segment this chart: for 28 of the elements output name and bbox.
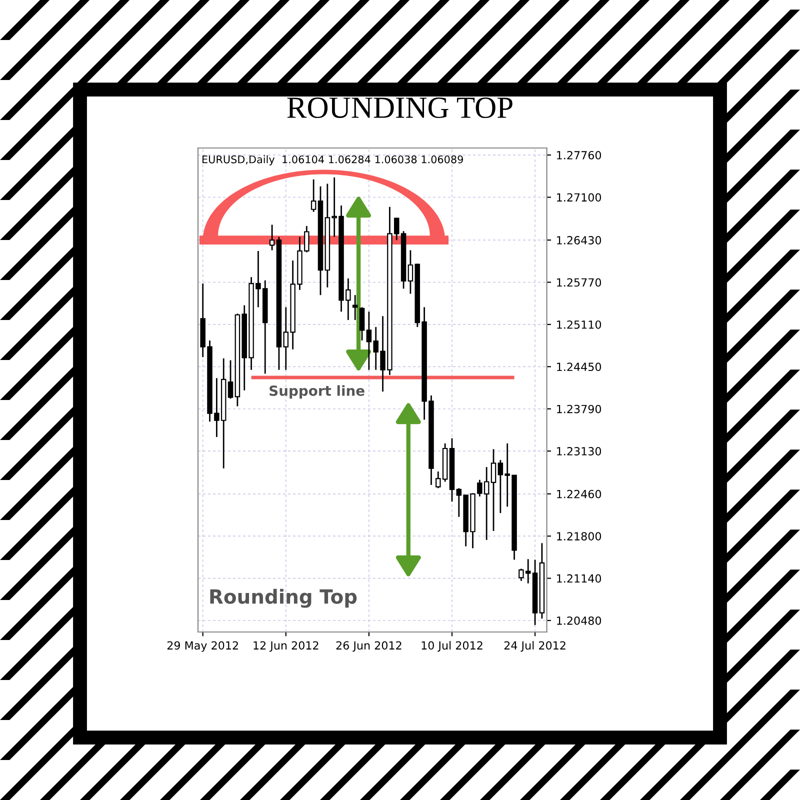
y-tick-label: 1.20480 <box>557 616 602 625</box>
chart-title: ROUNDING TOP <box>287 98 512 118</box>
y-tick-label: 1.25770 <box>557 278 602 287</box>
y-tick-label: 1.27100 <box>557 193 602 202</box>
candlestick <box>490 448 496 532</box>
x-tick-label: 26 Jun 2012 <box>336 641 402 652</box>
y-tick-label: 1.22460 <box>557 490 602 498</box>
y-tick-label: 1.23790 <box>557 404 602 414</box>
candlestick <box>408 250 414 294</box>
candlestick <box>310 178 316 213</box>
candlestick <box>269 224 275 251</box>
y-tick-label: 1.26430 <box>557 236 602 244</box>
text: EURUSD,Daily 1.06104 1.06284 1.06038 1.06089 <box>202 155 463 166</box>
candlestick <box>228 360 234 400</box>
x-tick-label: 12 Jun 2012 <box>254 641 318 652</box>
annotation: Rounding Top <box>210 588 357 608</box>
y-tick-label: 1.27760 <box>557 151 602 160</box>
y-tick-label: 1.24450 <box>557 362 602 372</box>
ref-line-label: Support line <box>270 385 364 399</box>
candlestick <box>352 294 358 321</box>
x-tick-label: 10 Jul 2012 <box>422 641 482 652</box>
y-tick-label: 1.21140 <box>557 574 602 583</box>
candlestick <box>359 306 365 342</box>
y-tick-label: 1.25110 <box>557 320 602 329</box>
x-tick-label: 29 May 2012 <box>167 641 238 652</box>
y-tick-label: 1.23130 <box>557 447 602 456</box>
y-tick-label: 1.21800 <box>557 532 602 540</box>
x-tick-label: 24 Jul 2012 <box>504 641 566 652</box>
